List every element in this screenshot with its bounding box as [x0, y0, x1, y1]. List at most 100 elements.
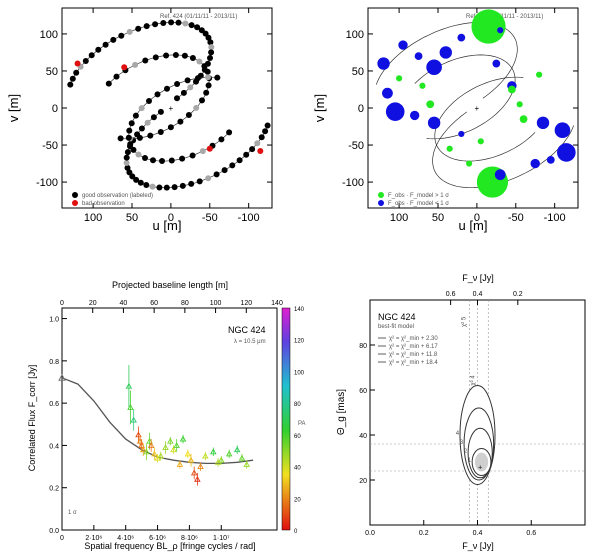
- flux-bubble-under: [439, 46, 452, 59]
- flux-point: [139, 446, 147, 453]
- x2-tick-label-3: 80: [181, 300, 189, 307]
- uv-point: [138, 105, 145, 112]
- uv-point: [135, 151, 142, 158]
- uv-point: [105, 80, 112, 87]
- contour-label: 3: [460, 440, 464, 446]
- uv-point: [159, 158, 165, 164]
- uv-point: [194, 75, 201, 82]
- y-tick-label-4: 40: [359, 433, 367, 440]
- axes-ticks-1: 100 50 0 -50 -100 100 50 0 -50 -100 +: [36, 8, 272, 224]
- flux-bubble-over: [426, 100, 435, 109]
- flux-point: [170, 446, 177, 453]
- uv-point: [207, 55, 213, 61]
- flux-point: [154, 454, 161, 461]
- flux-point: [243, 461, 251, 467]
- panel1-title: Ref. 424 (01/11/11 - 2013/11): [160, 14, 237, 20]
- uv-point: [199, 97, 205, 104]
- legend-label-good: good observation (labeled): [82, 193, 153, 199]
- uv-point: [156, 184, 163, 191]
- axes-ticks-3: 0 2·10⁶ 4·10⁶ 6·10⁶ 8·10⁶ 1·10⁷ 0 20 40 60 80 100 12…: [49, 300, 283, 542]
- flux-bubble-under: [458, 130, 465, 138]
- flux-bubble-under: [494, 169, 506, 181]
- x-tick-label-4: 0.4: [473, 530, 483, 537]
- flux-bubble-under: [457, 33, 466, 42]
- y-tick-label-4: 80: [359, 343, 367, 350]
- uv-point: [157, 129, 164, 135]
- colorbar-tick-label: 20: [294, 497, 301, 503]
- uv-point: [126, 28, 133, 35]
- y-tick-label-2: 50: [352, 66, 364, 78]
- axes-ticks-2: 100 50 0 -50 -100 100 50 0 -50 -100 +: [342, 8, 578, 224]
- flux-point: [233, 446, 241, 453]
- uv-point: [174, 95, 180, 102]
- uv-point: [181, 52, 188, 59]
- uv-point: [254, 140, 261, 147]
- uv-point-bad: [206, 145, 213, 152]
- uv-point: [188, 22, 195, 29]
- uv-point: [128, 120, 135, 127]
- uv-point: [135, 25, 142, 32]
- colorbar-tick-label: 0: [294, 529, 298, 535]
- x2-tick-label-4: 0.6: [446, 291, 456, 298]
- x2-tick-label-4: 0.4: [473, 291, 483, 298]
- y-axis-label-4: Θ_g [mas]: [336, 389, 347, 435]
- uv-point: [229, 162, 236, 169]
- uv-point: [125, 134, 132, 141]
- flux-point: [167, 437, 174, 444]
- legend-label: χ² = χ²_min + 11.8: [389, 352, 438, 358]
- uv-point: [136, 134, 143, 141]
- center-marker: +: [475, 104, 480, 113]
- y-tick-label-2: 0: [358, 103, 364, 115]
- flux-point: [217, 456, 225, 463]
- x2-tick-label-3: 20: [89, 300, 97, 307]
- flux-point: [179, 435, 187, 442]
- uv-point: [118, 32, 125, 39]
- x2-tick-label-3: 60: [150, 300, 158, 307]
- uv-point: [160, 20, 167, 26]
- uv-track: [414, 54, 516, 140]
- uv-point: [132, 112, 139, 119]
- uv-point: [179, 182, 186, 189]
- y-tick-label-4: 60: [359, 388, 367, 395]
- uv-point: [137, 179, 144, 186]
- flux-point: [143, 448, 150, 455]
- uv-track: [434, 76, 536, 162]
- flux-point: [225, 450, 233, 457]
- flux-bubble-under: [536, 116, 550, 130]
- uv-point: [187, 84, 194, 91]
- flux-point: [187, 456, 195, 463]
- uv-point: [69, 75, 76, 82]
- chi2-core: [474, 452, 489, 472]
- uv-point: [157, 108, 164, 115]
- x2-tick-label-3: 0: [60, 300, 64, 307]
- uv-point: [208, 44, 215, 51]
- flux-bubble-under: [409, 110, 420, 121]
- uv-point: [213, 171, 220, 178]
- colorbar-tick-label: 40: [294, 466, 301, 472]
- x-tick-label-3: 6·10⁶: [149, 535, 166, 542]
- uv-point: [88, 52, 95, 59]
- flux-bubble-under: [554, 122, 571, 139]
- panel-uv-flux: Ref. 424 (01/11/11 - 2013/11) 100 50 0 -50 -…: [312, 7, 579, 233]
- colorbar-ticks: 0 20 40 60 80 100 120 140: [294, 307, 305, 535]
- contour-label: 4: [456, 431, 460, 437]
- flux-bubble-over: [536, 71, 543, 78]
- panel-chi2-contours: F_ν [Jy] F_ν [Jy] Θ_g [mas] NGC 424 best…: [336, 273, 586, 551]
- panel4-subtitle: best-fit model: [378, 324, 414, 330]
- y-tick-label-1: 100: [40, 29, 58, 41]
- y-tick-label-4: 20: [359, 478, 367, 485]
- colorbar-tick-label: 100: [294, 370, 305, 376]
- uv-point-bad: [121, 64, 128, 71]
- legend-label-over: F_obs · F_model > 1 σ: [388, 193, 449, 199]
- uv-point: [188, 180, 195, 187]
- x-axis-label-3: Spatial frequency BL_ρ [fringe cycles / …: [84, 541, 255, 551]
- flux-bubble-over: [507, 85, 516, 94]
- uv-point: [203, 89, 210, 96]
- axes-frame-1: [61, 7, 273, 209]
- contour-label: 2: [464, 449, 468, 455]
- axes-ticks-4: 0.0 0.2 0.4 0.6 0.6 0.4 0.2 20 40 60 80: [359, 291, 536, 537]
- flux-point: [190, 469, 198, 476]
- flux-bubble-over: [466, 160, 473, 167]
- flux-point: [135, 431, 142, 438]
